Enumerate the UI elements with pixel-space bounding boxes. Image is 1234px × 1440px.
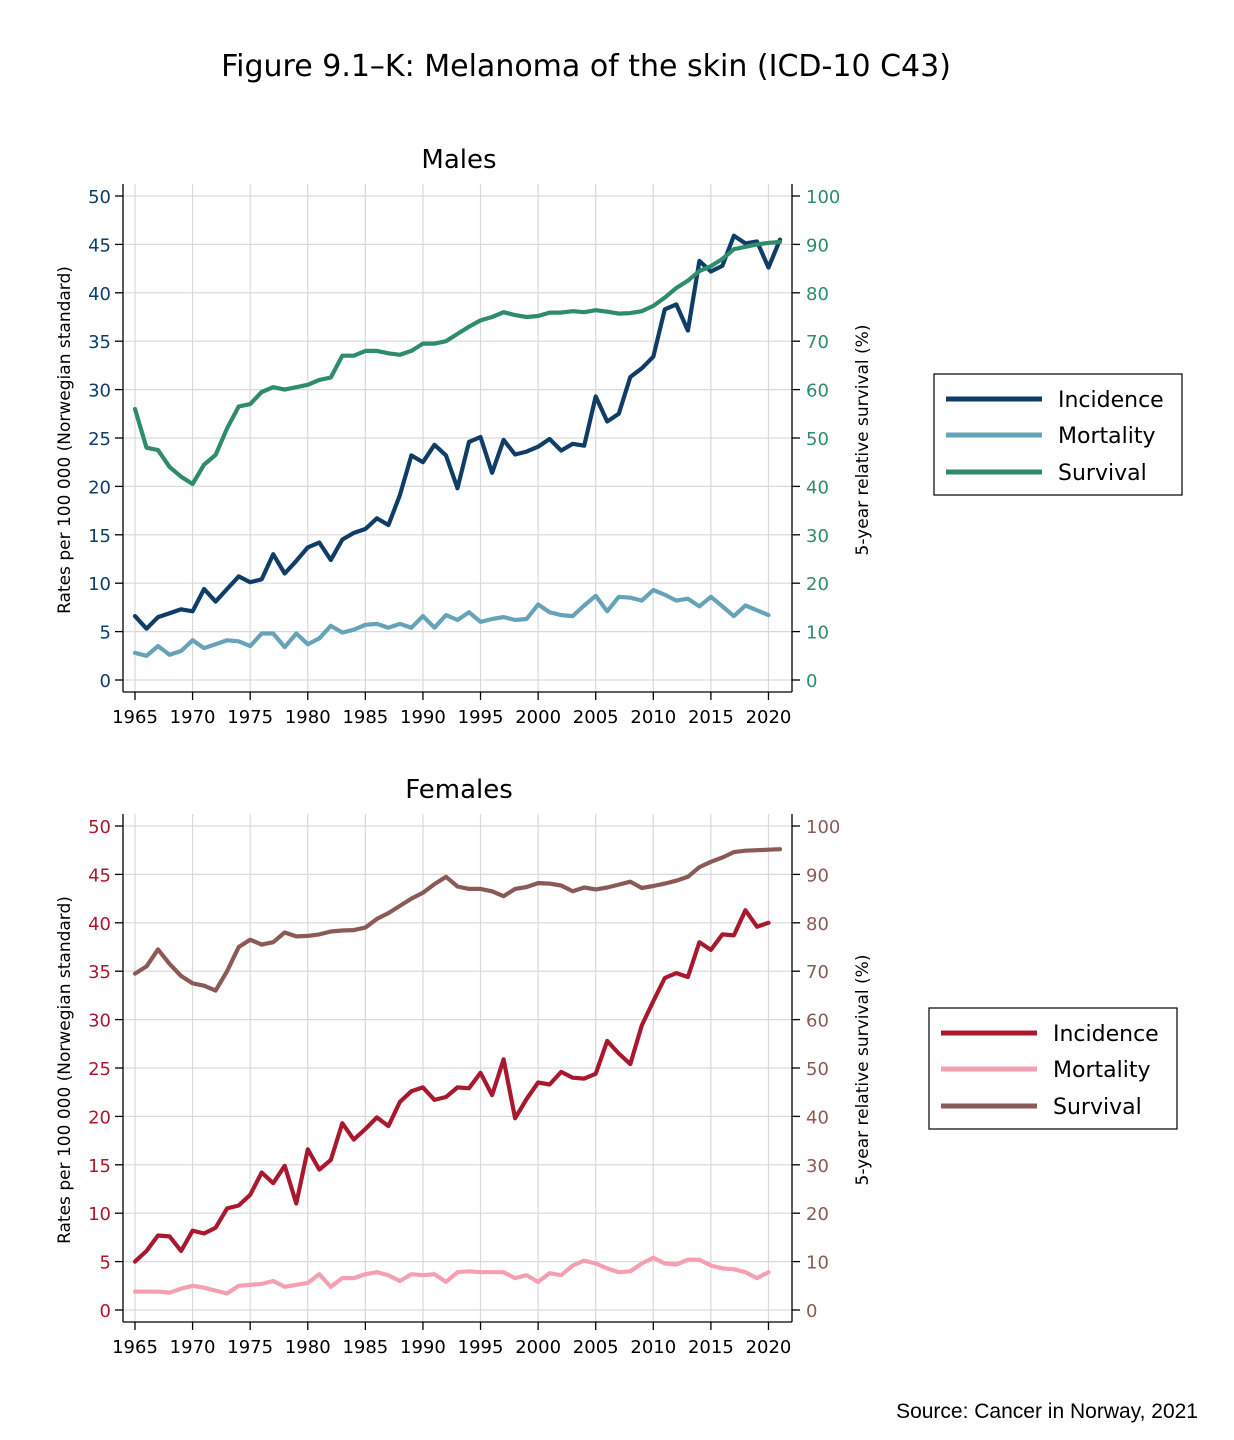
y-tick-label-males: 15 bbox=[88, 526, 111, 547]
y-tick-label-males: 30 bbox=[88, 381, 111, 402]
y2-tick-label-males: 30 bbox=[806, 526, 829, 547]
x-tick-label-females: 2005 bbox=[573, 1337, 619, 1358]
y-tick-label-males: 45 bbox=[88, 235, 111, 256]
y2-tick-label-females: 60 bbox=[806, 1011, 829, 1032]
axes-females: 0 5 10 15 20 25 30 35 40 45 50 0 10 20 30 40 50 60 70 80 90 1… bbox=[88, 814, 840, 1358]
y-tick-label-females: 20 bbox=[88, 1107, 111, 1128]
y-tick-label-females: 45 bbox=[88, 865, 111, 886]
y2-tick-label-females: 30 bbox=[806, 1156, 829, 1177]
y-tick-label-females: 0 bbox=[100, 1301, 111, 1322]
x-tick-label-males: 2005 bbox=[573, 707, 619, 728]
panel-title-males: Males bbox=[421, 145, 496, 175]
y2-tick-label-males: 60 bbox=[806, 381, 829, 402]
axes-males: 0 5 10 15 20 25 30 35 40 45 50 0 10 20 30 40 50 60 70 80 90 1… bbox=[88, 184, 840, 728]
y-tick-label-males: 35 bbox=[88, 332, 111, 353]
series-line-mortality-males bbox=[132, 587, 771, 658]
legend-label-incidence-males: Incidence bbox=[1058, 388, 1164, 413]
x-tick-label-females: 2015 bbox=[688, 1337, 734, 1358]
x-tick-label-females: 1990 bbox=[400, 1337, 446, 1358]
series-lines-females bbox=[132, 847, 783, 1296]
x-tick-label-males: 1975 bbox=[227, 707, 273, 728]
source-note: Source: Cancer in Norway, 2021 bbox=[896, 1400, 1198, 1423]
y2-tick-label-males: 50 bbox=[806, 429, 829, 450]
y-tick-label-females: 5 bbox=[100, 1253, 111, 1274]
x-tick-label-females: 1975 bbox=[227, 1337, 273, 1358]
x-tick-label-males: 2000 bbox=[515, 707, 561, 728]
y-tick-label-males: 5 bbox=[100, 623, 111, 644]
legend-label-survival-males: Survival bbox=[1058, 461, 1147, 486]
y2-tick-label-females: 50 bbox=[806, 1059, 829, 1080]
panel-males: Males Rates per 100 000 (Norwegian stand… bbox=[55, 145, 1183, 728]
y-tick-label-females: 30 bbox=[88, 1011, 111, 1032]
legend-label-mortality-females: Mortality bbox=[1053, 1058, 1150, 1083]
x-tick-label-males: 2020 bbox=[746, 707, 792, 728]
y2-tick-label-females: 80 bbox=[806, 914, 829, 935]
y2-tick-label-females: 70 bbox=[806, 962, 829, 983]
y2-tick-label-females: 100 bbox=[806, 817, 840, 838]
x-tick-label-males: 1980 bbox=[285, 707, 331, 728]
legend-females: Incidence Mortality Survival bbox=[928, 1007, 1178, 1130]
series-lines-males bbox=[132, 233, 783, 658]
x-tick-label-females: 1980 bbox=[285, 1337, 331, 1358]
y-tick-label-males: 10 bbox=[88, 574, 111, 595]
x-tick-label-males: 2015 bbox=[688, 707, 734, 728]
series-line-survival-males bbox=[132, 239, 783, 487]
legend-label-incidence-females: Incidence bbox=[1053, 1022, 1159, 1047]
x-tick-label-males: 2010 bbox=[630, 707, 676, 728]
y2-axis-title-females: 5-year relative survival (%) bbox=[853, 955, 873, 1186]
y2-tick-label-males: 0 bbox=[806, 671, 817, 692]
y2-tick-label-males: 10 bbox=[806, 623, 829, 644]
legend-label-mortality-males: Mortality bbox=[1058, 424, 1155, 449]
y-tick-label-males: 40 bbox=[88, 284, 111, 305]
x-tick-label-females: 2020 bbox=[746, 1337, 792, 1358]
x-tick-label-females: 2010 bbox=[630, 1337, 676, 1358]
series-line-incidence-females bbox=[132, 908, 771, 1264]
series-line-survival-females bbox=[132, 847, 783, 993]
x-tick-label-females: 1995 bbox=[458, 1337, 504, 1358]
y2-tick-label-females: 10 bbox=[806, 1253, 829, 1274]
y-tick-label-females: 50 bbox=[88, 817, 111, 838]
y2-tick-label-males: 40 bbox=[806, 477, 829, 498]
y-tick-label-males: 25 bbox=[88, 429, 111, 450]
figure-title: Figure 9.1–K: Melanoma of the skin (ICD-… bbox=[221, 49, 951, 84]
y2-tick-label-females: 0 bbox=[806, 1301, 817, 1322]
series-line-incidence-males bbox=[132, 233, 783, 631]
y-tick-label-males: 20 bbox=[88, 477, 111, 498]
y2-tick-label-males: 70 bbox=[806, 332, 829, 353]
series-line-mortality-females bbox=[132, 1255, 771, 1296]
panel-females: Females Rates per 100 000 (Norwegian sta… bbox=[55, 775, 1178, 1358]
legend-males: Incidence Mortality Survival bbox=[933, 373, 1183, 496]
legend-label-survival-females: Survival bbox=[1053, 1095, 1142, 1120]
y2-axis-title-males: 5-year relative survival (%) bbox=[853, 325, 873, 556]
gridlines-females bbox=[123, 814, 792, 1322]
y2-tick-label-females: 20 bbox=[806, 1204, 829, 1225]
y-tick-label-females: 35 bbox=[88, 962, 111, 983]
y2-tick-label-males: 90 bbox=[806, 235, 829, 256]
y-axis-title-males: Rates per 100 000 (Norwegian standard) bbox=[55, 266, 75, 614]
y-tick-label-males: 50 bbox=[88, 187, 111, 208]
y2-tick-label-females: 40 bbox=[806, 1107, 829, 1128]
x-tick-label-males: 1970 bbox=[170, 707, 216, 728]
y-tick-label-females: 10 bbox=[88, 1204, 111, 1225]
x-tick-label-females: 1965 bbox=[112, 1337, 158, 1358]
y-tick-label-females: 40 bbox=[88, 914, 111, 935]
y2-tick-label-males: 80 bbox=[806, 284, 829, 305]
x-tick-label-females: 1970 bbox=[170, 1337, 216, 1358]
x-tick-label-males: 1990 bbox=[400, 707, 446, 728]
y-tick-label-females: 15 bbox=[88, 1156, 111, 1177]
x-tick-label-males: 1995 bbox=[458, 707, 504, 728]
x-tick-label-males: 1965 bbox=[112, 707, 158, 728]
x-tick-label-females: 1985 bbox=[342, 1337, 388, 1358]
y-tick-label-males: 0 bbox=[100, 671, 111, 692]
y2-tick-label-males: 100 bbox=[806, 187, 840, 208]
panel-title-females: Females bbox=[405, 775, 513, 805]
y-tick-label-females: 25 bbox=[88, 1059, 111, 1080]
y2-tick-label-males: 20 bbox=[806, 574, 829, 595]
x-tick-label-females: 2000 bbox=[515, 1337, 561, 1358]
x-tick-label-males: 1985 bbox=[342, 707, 388, 728]
y2-tick-label-females: 90 bbox=[806, 865, 829, 886]
y-axis-title-females: Rates per 100 000 (Norwegian standard) bbox=[55, 896, 75, 1244]
